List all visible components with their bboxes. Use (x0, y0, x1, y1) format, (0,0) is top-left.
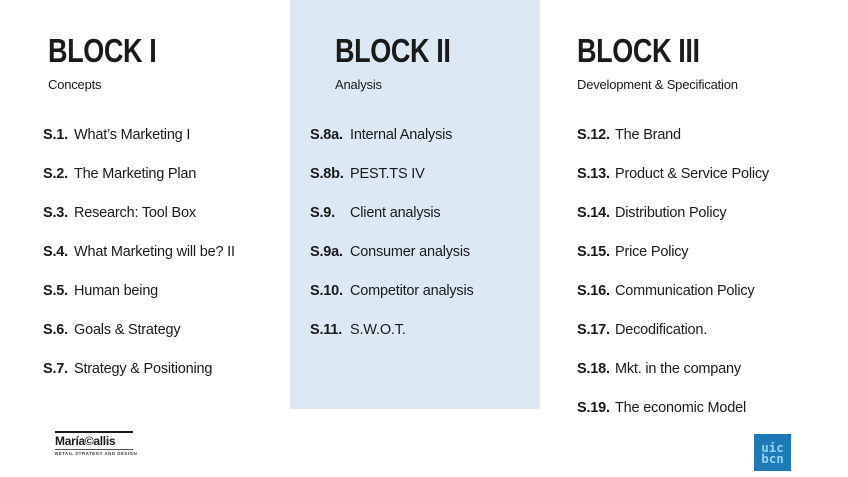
block-3-session-list: S.12. The Brand S.13. Product & Service Pol… (577, 128, 842, 416)
session-label: The Brand (615, 127, 681, 143)
session-number: S.15. (577, 244, 610, 260)
maria-callis-logo: María©allis RETAIL STRATEGY AND DESIGN (55, 431, 138, 457)
maria-callis-logo-name: María©allis (55, 434, 116, 448)
session-label: Research: Tool Box (74, 205, 196, 221)
session-item: S.15. Price Policy (577, 245, 842, 260)
session-label: Product & Service Policy (615, 166, 769, 182)
session-label: What Marketing will be? II (74, 244, 235, 260)
session-number: S.1. (43, 127, 68, 143)
session-item: S.9a. Consumer analysis (310, 245, 545, 260)
session-number: S.5. (43, 283, 68, 299)
session-number: S.8a. (310, 127, 343, 143)
session-item: S.10. Competitor analysis (310, 284, 545, 299)
session-item: S.12. The Brand (577, 128, 842, 143)
session-number: S.12. (577, 127, 610, 143)
session-label: Decodification. (615, 322, 708, 338)
session-label: S.W.O.T. (350, 322, 406, 338)
block-2-column: BLOCK II Analysis S.8a. Internal Analysis… (310, 33, 545, 362)
session-label: PEST.TS IV (350, 166, 425, 182)
session-item: S.16. Communication Policy (577, 284, 842, 299)
session-item: S.9. Client analysis (310, 206, 545, 221)
session-number: S.9. (310, 205, 335, 221)
block-3-title: BLOCK III (577, 32, 700, 69)
session-number: S.3. (43, 205, 68, 221)
session-number: S.17. (577, 322, 610, 338)
block-2-subtitle: Analysis (335, 77, 382, 92)
session-item: S.2. The Marketing Plan (43, 167, 293, 182)
session-label: Communication Policy (615, 283, 755, 299)
session-label: Human being (74, 283, 159, 299)
session-number: S.16. (577, 283, 610, 299)
session-item: S.18. Mkt. in the company (577, 362, 842, 377)
maria-callis-logo-tagline: RETAIL STRATEGY AND DESIGN (55, 449, 138, 456)
session-label: Strategy & Positioning (74, 361, 213, 377)
session-label: Mkt. in the company (615, 361, 741, 377)
block-2-title: BLOCK II (335, 32, 451, 69)
session-label: Price Policy (615, 244, 689, 260)
session-number: S.7. (43, 361, 68, 377)
session-label: Client analysis (350, 205, 441, 221)
session-number: S.19. (577, 400, 610, 416)
session-label: The economic Model (615, 400, 746, 416)
block-2-highlight-panel (290, 0, 540, 409)
session-number: S.13. (577, 166, 610, 182)
session-item: S.4. What Marketing will be? II (43, 245, 293, 260)
session-label: The Marketing Plan (74, 166, 197, 182)
block-1-session-list: S.1. What’s Marketing I S.2. The Marketing … (43, 128, 293, 377)
session-label: What’s Marketing I (74, 127, 191, 143)
session-item: S.8b. PEST.TS IV (310, 167, 545, 182)
session-label: Internal Analysis (350, 127, 453, 143)
session-item: S.5. Human being (43, 284, 293, 299)
session-number: S.8b. (310, 166, 344, 182)
session-item: S.19. The economic Model (577, 401, 842, 416)
block-3-subtitle: Development & Specification (577, 77, 738, 92)
session-label: Competitor analysis (350, 283, 474, 299)
session-item: S.1. What’s Marketing I (43, 128, 293, 143)
session-item: S.8a. Internal Analysis (310, 128, 545, 143)
block-2-session-list: S.8a. Internal Analysis S.8b. PEST.TS IV S.9… (310, 128, 545, 338)
block-1-title: BLOCK I (48, 32, 157, 69)
session-number: S.2. (43, 166, 68, 182)
uic-bcn-logo-line2: bcn (761, 450, 784, 466)
session-item: S.13. Product & Service Policy (577, 167, 842, 182)
session-item: S.7. Strategy & Positioning (43, 362, 293, 377)
session-item: S.17. Decodification. (577, 323, 842, 338)
session-number: S.14. (577, 205, 610, 221)
uic-bcn-logo-line1: uic (761, 439, 784, 455)
session-number: S.4. (43, 244, 68, 260)
session-item: S.6. Goals & Strategy (43, 323, 293, 338)
session-item: S.11. S.W.O.T. (310, 323, 545, 338)
session-item: S.14. Distribution Policy (577, 206, 842, 221)
session-item: S.3. Research: Tool Box (43, 206, 293, 221)
block-3-column: BLOCK III Development & Specification S.… (577, 33, 842, 440)
uic-bcn-logo: uic bcn (754, 434, 791, 471)
session-label: Distribution Policy (615, 205, 727, 221)
session-label: Goals & Strategy (74, 322, 181, 338)
session-number: S.11. (310, 322, 343, 338)
session-number: S.18. (577, 361, 610, 377)
session-number: S.9a. (310, 244, 343, 260)
session-label: Consumer analysis (350, 244, 470, 260)
session-number: S.6. (43, 322, 68, 338)
session-number: S.10. (310, 283, 343, 299)
block-1-subtitle: Concepts (48, 77, 102, 92)
